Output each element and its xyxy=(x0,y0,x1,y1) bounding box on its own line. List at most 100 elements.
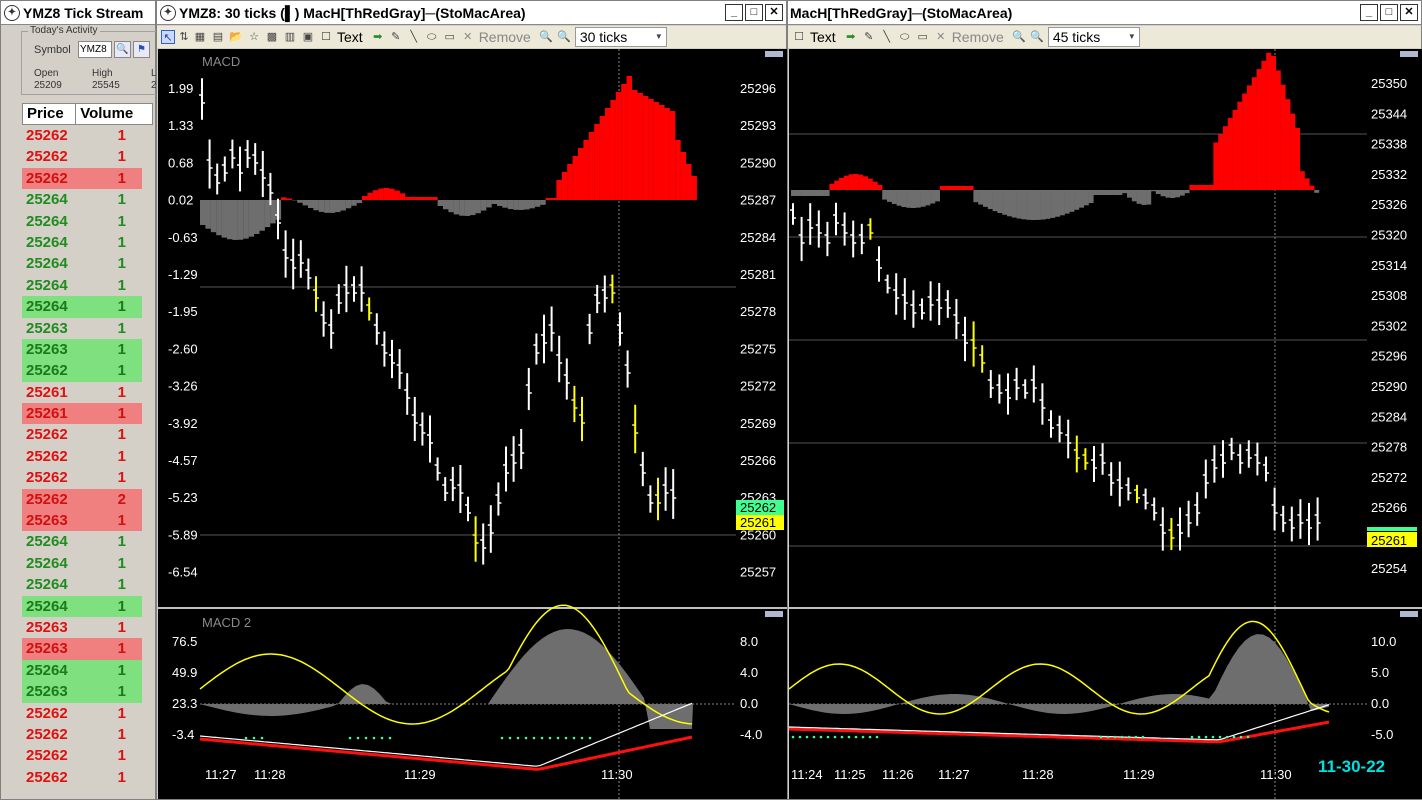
arrow-tool-icon[interactable]: ➡ xyxy=(846,31,856,43)
tick-row: 25262 1 xyxy=(22,146,153,167)
macd-histogram-bar xyxy=(356,200,363,204)
pencil-tool-icon[interactable]: ✎ xyxy=(864,31,874,43)
lower-right-axis-label: 5.0 xyxy=(1371,665,1389,680)
data-box-icon[interactable]: ▥ xyxy=(284,31,296,43)
text-tool-icon[interactable]: ☐ xyxy=(794,31,804,43)
bar-type-icon[interactable]: ⇅ xyxy=(179,31,189,43)
ellipse-tool-icon[interactable]: ⬭ xyxy=(426,31,437,43)
remove-icon[interactable]: ✕ xyxy=(936,31,946,43)
cursor-icon[interactable]: ↖ xyxy=(161,30,175,44)
tick-row: 25264 1 xyxy=(22,531,153,552)
macd-histogram-bar xyxy=(1146,190,1152,205)
print-icon[interactable]: ▤ xyxy=(212,31,224,43)
ticks-interval-select[interactable]: 45 ticks ▼ xyxy=(1047,27,1140,47)
macd-histogram-bar xyxy=(383,188,390,200)
chart1-canvas[interactable]: MACD 1.99 1.33 0.68 0.02 -0.63 -1.29 -1.95 -2.60… xyxy=(158,49,787,799)
rectangle-tool-icon[interactable]: ▭ xyxy=(444,31,455,43)
minimize-button[interactable]: _ xyxy=(1360,4,1378,21)
macd-histogram-bar xyxy=(410,197,417,200)
line-tool-icon[interactable]: ╲ xyxy=(883,31,890,43)
tick-row: 25264 1 xyxy=(22,275,153,296)
right-axis-label: 25308 xyxy=(1371,288,1407,303)
lower-right-axis-label: -5.0 xyxy=(1371,727,1393,742)
zoom-in-icon[interactable]: 🔍 xyxy=(538,31,553,43)
tick-row: 25263 1 xyxy=(22,638,142,660)
remove-button[interactable]: Remove xyxy=(951,29,1004,45)
macd-histogram-bar xyxy=(829,183,835,190)
volume-column-header[interactable]: Volume xyxy=(80,105,134,122)
macd-histogram-bar xyxy=(1290,113,1296,190)
macd-histogram-bar xyxy=(915,190,921,208)
favorites-star-icon[interactable]: ☆ xyxy=(249,31,259,43)
macd-histogram-bar xyxy=(839,177,844,190)
zoom-in-icon[interactable]: 🔍 xyxy=(1011,31,1026,43)
left-axis-label: -5.89 xyxy=(168,527,198,542)
properties-icon[interactable]: ▣ xyxy=(302,31,314,43)
signal-dot xyxy=(1239,735,1243,739)
time-axis-label: 11:25 xyxy=(834,767,866,782)
remove-icon[interactable]: ✕ xyxy=(463,31,473,43)
remove-button[interactable]: Remove xyxy=(478,29,531,45)
macd-histogram-bar xyxy=(863,176,868,190)
tick-price: 25264 xyxy=(26,554,68,572)
right-axis-label: 25275 xyxy=(740,341,776,356)
tick-volume: 1 xyxy=(117,212,126,230)
maximize-button[interactable]: □ xyxy=(1380,4,1398,21)
signal-dot xyxy=(833,735,837,739)
signal-dot xyxy=(556,736,560,740)
save-icon[interactable]: ▩ xyxy=(266,31,278,43)
macd-histogram-bar xyxy=(1251,77,1257,190)
arrow-tool-icon[interactable]: ➡ xyxy=(373,31,383,43)
price-column-header[interactable]: Price xyxy=(23,104,77,124)
chart1-titlebar[interactable]: ✦ YMZ8: 30 ticks (▌) MacH[ThRedGray]─(St… xyxy=(157,1,786,25)
macd-histogram-bar xyxy=(1295,128,1300,190)
macd-histogram-bar xyxy=(1256,69,1262,190)
line-tool-icon[interactable]: ╲ xyxy=(410,31,417,43)
open-folder-icon[interactable]: 📂 xyxy=(229,31,243,43)
macd-histogram-bar xyxy=(567,164,573,200)
close-button[interactable]: ✕ xyxy=(765,4,783,21)
signal-dot xyxy=(1127,735,1131,739)
macd-histogram-bar xyxy=(1035,190,1041,220)
tick-price: 25264 xyxy=(26,661,68,679)
ellipse-tool-icon[interactable]: ⬭ xyxy=(899,31,910,43)
macd-histogram-bar xyxy=(944,186,950,190)
tick-price: 25262 xyxy=(26,747,68,765)
chart2-titlebar[interactable]: MacH[ThRedGray]─(StoMacArea) _ □ ✕ xyxy=(788,1,1421,25)
text-tool-button[interactable]: Text xyxy=(810,29,836,45)
tick-row: 25262 1 xyxy=(22,745,153,766)
macd-histogram-bar xyxy=(583,140,589,200)
tick-table-body: 25262 1 25262 1 25262 1 25264 1 25264 1 25264 1 2526… xyxy=(22,125,153,788)
macd-histogram-bar xyxy=(453,200,460,215)
symbol-input[interactable] xyxy=(78,41,112,58)
close-button[interactable]: ✕ xyxy=(1400,4,1418,21)
price-tag-yellow xyxy=(1367,532,1417,547)
symbol-search-icon[interactable]: 🔍 xyxy=(114,41,131,58)
pencil-tool-icon[interactable]: ✎ xyxy=(391,31,401,43)
macd-histogram-bar xyxy=(691,176,697,200)
rectangle-tool-icon[interactable]: ▭ xyxy=(917,31,928,43)
zoom-out-icon[interactable]: 🔍 xyxy=(556,31,571,43)
macd-histogram-bar xyxy=(437,200,444,206)
tick-table-header: Price Volume xyxy=(22,103,153,125)
maximize-button[interactable]: □ xyxy=(745,4,763,21)
tick-volume: 1 xyxy=(117,533,126,551)
tick-row: 25264 1 xyxy=(22,553,153,574)
zoom-out-icon[interactable]: 🔍 xyxy=(1029,31,1044,43)
macd-histogram-bar xyxy=(867,178,873,190)
tick-stream-titlebar[interactable]: ✦ YMZ8 Tick Stream xyxy=(1,1,155,25)
lower-right-axis-label: 0.0 xyxy=(740,696,758,711)
chart2-canvas[interactable]: 25350 25344 25338 25332 25326 25320 25314 25308… xyxy=(789,49,1422,799)
tick-volume: 1 xyxy=(117,233,126,251)
minimize-button[interactable]: _ xyxy=(725,4,743,21)
tick-volume: 1 xyxy=(117,319,126,337)
grid-icon[interactable]: ▦ xyxy=(194,31,206,43)
signal-dot xyxy=(1106,735,1110,739)
text-tool-button[interactable]: Text xyxy=(337,29,363,45)
symbol-lookup-icon[interactable]: ⚑ xyxy=(133,41,150,58)
text-tool-icon[interactable]: ☐ xyxy=(321,31,331,43)
tick-price: 25262 xyxy=(26,490,68,508)
macd-histogram-bar xyxy=(805,190,811,196)
ticks-interval-select[interactable]: 30 ticks ▼ xyxy=(574,27,667,47)
tick-volume: 1 xyxy=(117,340,126,358)
